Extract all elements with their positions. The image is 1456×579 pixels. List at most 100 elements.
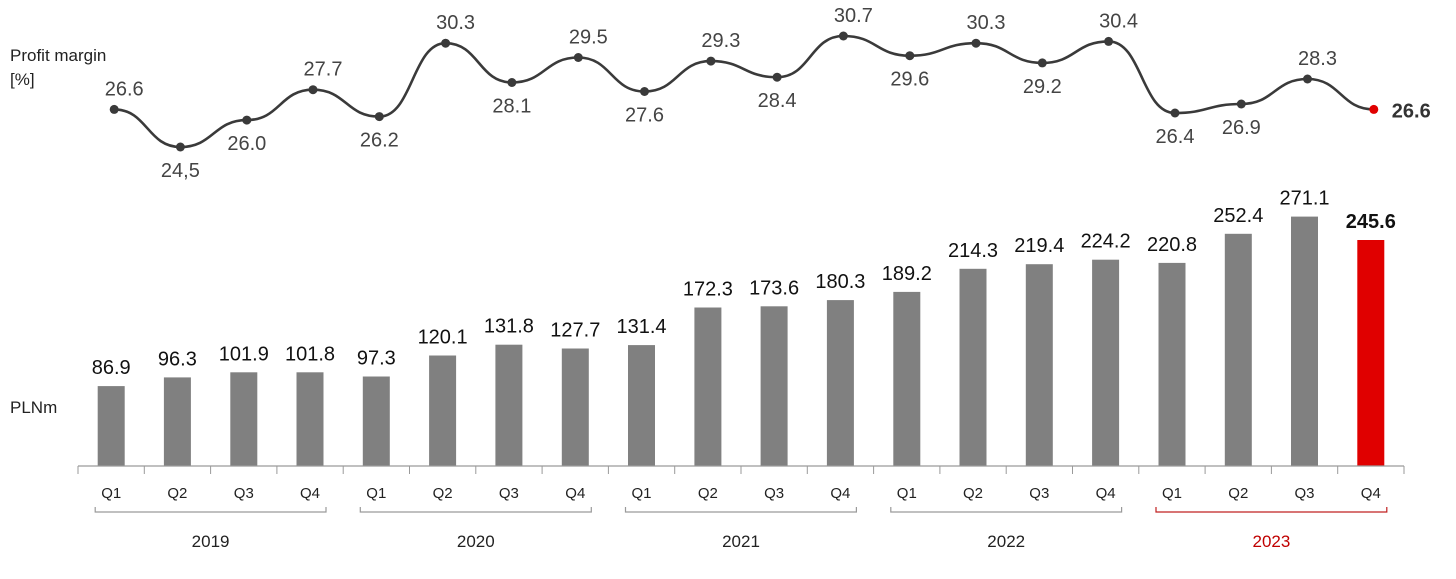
quarter-label: Q3 [764,485,784,502]
bar-5 [362,376,390,466]
quarter-label: Q1 [101,485,121,502]
margin-point-18 [1236,99,1246,109]
quarter-label: Q4 [300,485,320,502]
quarter-label: Q4 [830,485,850,502]
margin-point-14 [971,38,981,48]
margin-point-2 [175,142,185,152]
bar-6 [429,355,457,466]
bar-value-label: 180.3 [815,271,865,293]
quarter-label: Q2 [963,485,983,502]
bar-value-label: 86.9 [92,357,131,379]
margin-value-label: 26.4 [1156,126,1195,148]
bar-value-label: 131.4 [616,316,666,338]
quarter-label: Q2 [167,485,187,502]
margin-value-label: 29.2 [1023,76,1062,98]
bar-value-label: 245.6 [1346,211,1396,233]
year-bracket [1155,507,1388,513]
margin-value-label: 24,5 [161,160,200,182]
bar-4 [296,372,324,466]
bar-3 [230,372,258,466]
margin-value-label: 28.1 [492,96,531,118]
margin-line-series: 26.6 24,5 26.0 27.7 26.2 30.3 28.1 29.5 27.6 29.3… [105,5,1431,182]
bar-8 [561,348,589,466]
bar-value-label: 224.2 [1081,231,1131,253]
margin-point-20 [1369,104,1379,114]
bar-value-label: 172.3 [683,279,733,301]
margin-value-label: 29.5 [569,27,608,49]
year-bracket [890,507,1123,513]
margin-value-label: 30.4 [1099,10,1138,32]
margin-value-label: 28.4 [758,90,797,112]
year-label: 2023 [1252,532,1290,551]
bar-14 [959,268,987,466]
bar-7 [495,344,523,466]
bar-13 [893,291,921,466]
bar-value-labels: 86.9 96.3 101.9 101.8 97.3 120.1 131.8 127.7 131… [92,188,1396,380]
bar-value-label: 101.9 [219,343,269,365]
bar-10 [694,307,722,466]
margin-value-label: 28.3 [1298,48,1337,70]
bar-value-label: 271.1 [1279,188,1329,210]
margin-point-17 [1170,108,1180,118]
margin-value-label: 26.9 [1222,117,1261,139]
quarter-label: Q1 [366,485,386,502]
bar-17 [1158,262,1186,466]
quarter-label: Q1 [897,485,917,502]
margin-axis-label: Profit margin [%] [10,44,106,92]
margin-point-16 [1104,36,1114,46]
quarter-label: Q2 [1228,485,1248,502]
margin-value-label: 30.7 [834,5,873,27]
margin-point-3 [242,115,252,125]
margin-point-19 [1303,74,1312,84]
bar-9 [628,345,655,466]
margin-unit: [%] [10,70,35,89]
quarter-label: Q1 [1162,485,1182,502]
margin-point-12 [838,31,848,41]
year-label: 2021 [722,532,760,551]
bar-value-label: 252.4 [1213,205,1263,227]
bar-15 [1025,264,1053,466]
quarter-label: Q3 [499,485,519,502]
year-bracket [359,507,592,513]
quarter-label: Q4 [565,485,585,502]
margin-point-15 [1037,58,1047,68]
bar-value-label: 96.3 [158,348,197,370]
bar-2 [163,377,191,466]
bar-value-label: 127.7 [550,320,600,342]
margin-value-label: 27.7 [304,59,343,81]
bar-value-label: 214.3 [948,240,998,262]
margin-value-label: 29.6 [890,69,929,91]
quarter-label: Q4 [1361,485,1381,502]
margin-line [114,34,1374,149]
bar-19 [1291,216,1318,466]
bar-18 [1224,233,1252,466]
quarter-label: Q3 [1294,485,1314,502]
quarter-label: Q3 [1029,485,1049,502]
year-label: 2019 [192,532,230,551]
bar-value-label: 220.8 [1147,234,1197,256]
bar-value-label: 219.4 [1014,235,1064,257]
bar-12 [826,300,854,466]
bar-value-label: 120.1 [418,327,468,349]
year-label: 2020 [457,532,495,551]
margin-value-label: 30.3 [436,12,475,34]
bar-value-label: 97.3 [357,348,396,370]
quarter-label: Q2 [698,485,718,502]
bar-unit-label: PLNm [10,398,58,417]
margin-point-9 [640,87,649,96]
margin-point-4 [308,85,318,95]
x-axis: Q1 Q2 Q3 Q4 Q1 Q2 Q3 Q4 Q1 Q2 Q3 Q4 Q1 Q2 Q3 Q4 Q1 Q2 Q3 Q4… [77,465,1405,551]
year-bracket [624,507,857,513]
margin-value-label: 26.0 [227,133,266,155]
margin-point-6 [441,38,451,48]
quarter-label: Q4 [1096,485,1116,502]
margin-point-8 [573,53,583,62]
margin-point-11 [772,72,782,82]
margin-value-label: 26.2 [360,130,399,152]
bar-20 [1357,240,1385,466]
bar-value-label: 189.2 [882,263,932,285]
bar-value-label: 173.6 [749,277,799,299]
quarter-label: Q1 [631,485,651,502]
bar-1 [97,386,125,466]
